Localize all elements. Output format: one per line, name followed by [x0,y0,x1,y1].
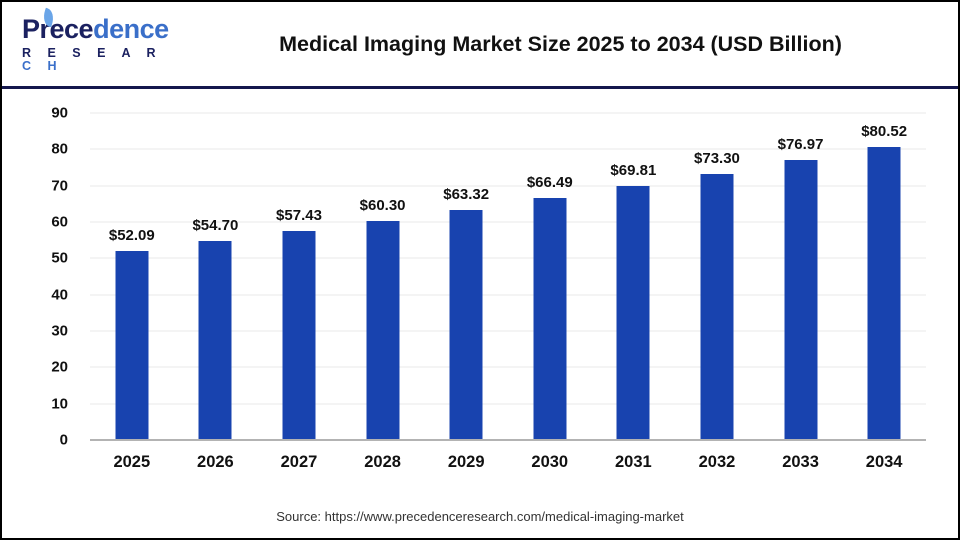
bar-value-label: $54.70 [192,217,239,235]
x-axis-line [90,439,926,441]
bar-series: $52.09 $54.70 $57.43 $60.30 $63.32 $66.49 $69.… [90,113,926,440]
source-text: Source: https://www.precedenceresearch.c… [276,509,684,524]
bar-2025 [115,250,149,440]
gridline [90,330,926,332]
bar-value-label: $76.97 [777,136,824,154]
bar-2034 [867,147,901,440]
logo-text-part2: dence [93,14,169,44]
bar-column: $66.49 [508,113,592,440]
x-tick-label: 2026 [197,453,234,471]
y-tick-label: 20 [51,358,68,376]
gridline [90,148,926,150]
x-tick-label: 2025 [113,453,151,471]
bar-column: $76.97 [759,113,843,440]
bar-value-label: $63.32 [443,185,490,203]
bar-value-label: $73.30 [694,149,740,167]
bar-value-label: $57.43 [276,207,322,225]
gridline [90,257,926,259]
bar-2030 [533,198,567,440]
header: Precedence R E S E A R C H Medical Imagi… [2,2,958,89]
y-tick-label: 80 [51,140,68,158]
y-axis-ticks: 0 10 20 30 40 50 60 70 80 90 [2,106,76,448]
y-tick-label: 60 [51,213,68,231]
title-container: Medical Imaging Market Size 2025 to 2034… [187,32,958,57]
bar-column: $80.52 [842,113,926,440]
bar-column: $69.81 [592,113,676,440]
bar-value-label: $52.09 [108,226,155,244]
y-tick-label: 50 [51,249,68,267]
bar-column: $63.32 [424,113,508,440]
bar-2026 [198,241,232,440]
x-tick-label: 2031 [615,453,652,471]
y-tick-label: 30 [51,322,68,340]
logo-subtitle-part2: C H [22,58,64,73]
logo-subtitle: R E S E A R C H [22,47,187,72]
logo-wordmark: Precedence [22,7,187,44]
bar-column: $54.70 [174,113,258,440]
logo-text-part1: Prece [22,14,94,44]
bar-value-label: $69.81 [610,162,657,180]
gridline [90,403,926,405]
x-tick-label: 2030 [531,453,569,471]
bar-column: $57.43 [257,113,341,440]
x-tick-label: 2034 [865,453,903,471]
bar-2029 [449,209,483,440]
bar-value-label: $80.52 [861,123,908,141]
x-axis-labels: 2025 2026 2027 2028 2029 2030 2031 2032 2033 2034 [90,453,926,472]
bar-column: $73.30 [675,113,759,440]
x-tick-label: 2032 [698,453,736,471]
bar-2028 [366,220,400,440]
bar-value-label: $66.49 [526,174,573,192]
y-tick-label: 0 [59,431,68,449]
plot-area: $52.09 $54.70 $57.43 $60.30 $63.32 $66.49 $69.… [90,112,926,441]
chart-section: 0 10 20 30 40 50 60 70 80 90 $52.09 $54.70 $57.43 $6… [2,89,958,537]
y-tick-label: 40 [51,286,68,304]
gridline [90,185,926,187]
x-tick-label: 2033 [782,453,819,471]
logo-subtitle-part1: R E S E A R [22,46,163,60]
precedence-research-logo: Precedence R E S E A R C H [2,7,187,72]
bar-column: $60.30 [341,113,425,440]
y-tick-label: 70 [51,177,68,195]
bar-2033 [784,160,818,440]
page-title: Medical Imaging Market Size 2025 to 2034… [279,31,842,56]
bar-column: $52.09 [90,113,174,440]
gridline [90,294,926,296]
x-tick-label: 2028 [364,453,401,471]
gridline [90,221,926,223]
gridline [90,366,926,368]
x-tick-label: 2027 [280,453,318,471]
x-tick-label: 2029 [447,453,485,471]
bar-value-label: $60.30 [359,196,406,214]
bar-2027 [282,231,316,440]
bar-2032 [700,173,734,440]
y-tick-label: 90 [51,104,68,122]
bar-2031 [616,186,650,440]
gridline [90,112,926,114]
y-tick-label: 10 [51,395,68,413]
